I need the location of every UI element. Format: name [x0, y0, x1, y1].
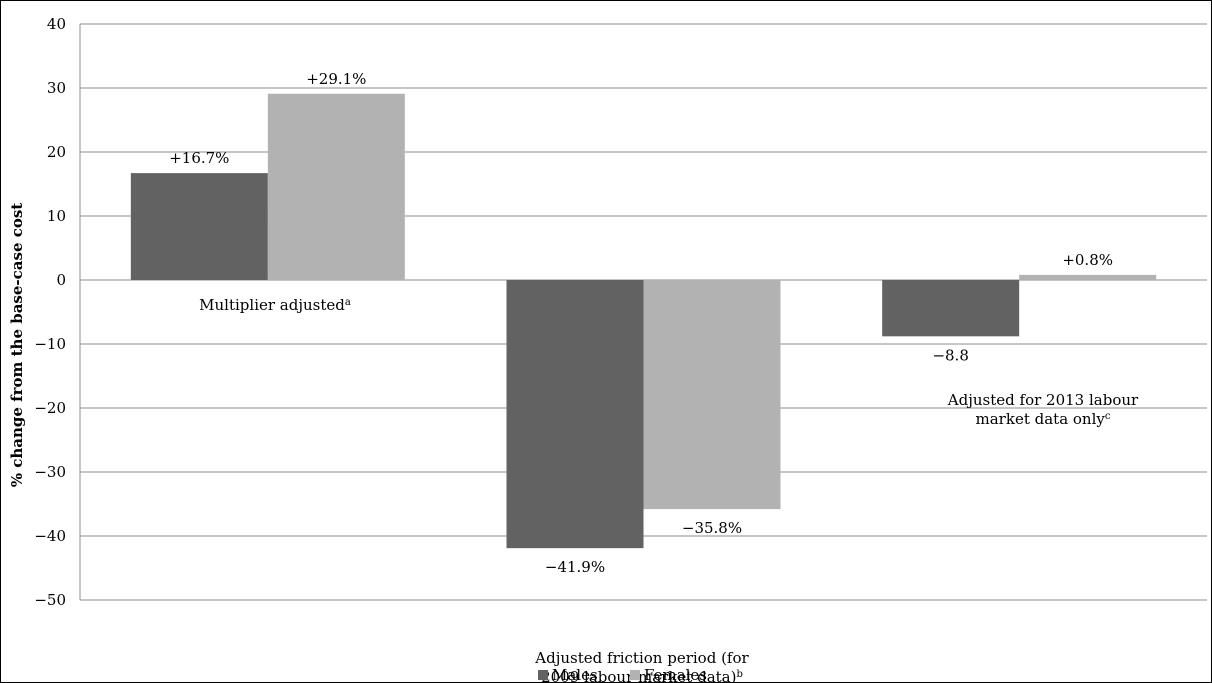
legend-swatch-males — [538, 670, 548, 680]
data-label: +29.1% — [306, 70, 366, 88]
y-tick-label: −50 — [34, 591, 66, 609]
legend: Males Females — [538, 666, 707, 683]
category-label-text: Multiplier adjusted — [199, 296, 345, 314]
category-label-text: Adjusted for 2013 labour — [947, 391, 1139, 409]
y-axis-label: % change from the base-case cost — [8, 203, 26, 488]
y-tick-label: −10 — [34, 335, 66, 353]
category-label: Adjusted for 2013 labour — [947, 391, 1139, 409]
category-footnote-marker: a — [345, 297, 351, 308]
legend-label-females: Females — [644, 666, 707, 683]
category-label: Adjusted friction period (for — [534, 649, 749, 667]
category-label-text: Adjusted friction period (for — [534, 649, 749, 667]
data-label: +0.8% — [1062, 251, 1113, 269]
category-footnote-marker: b — [736, 669, 742, 680]
y-tick-label: 0 — [56, 271, 66, 289]
legend-label-males: Males — [552, 666, 598, 683]
bar-males-2 — [882, 280, 1020, 337]
category-label: Multiplier adjusteda — [199, 296, 351, 314]
category-footnote-marker: c — [1105, 411, 1111, 422]
data-label: −35.8% — [682, 519, 742, 537]
data-label: +16.7% — [169, 149, 229, 167]
y-tick-label: −20 — [34, 399, 66, 417]
bars — [130, 93, 1157, 549]
y-tick-label: −30 — [34, 463, 66, 481]
y-tick-label: 30 — [47, 79, 66, 97]
bar-females-2 — [1019, 274, 1157, 280]
y-tick-label: −40 — [34, 527, 66, 545]
data-label: −41.9% — [545, 558, 605, 576]
data-labels: +16.7% −41.9% −8.8 +29.1% −35.8% +0.8% — [169, 70, 1113, 576]
y-tick-label: 10 — [47, 207, 66, 225]
category-label-text: market data only — [976, 410, 1106, 428]
data-label: −8.8 — [932, 346, 968, 364]
y-tick-label: 40 — [47, 15, 66, 33]
bar-males-1 — [506, 280, 644, 549]
y-tick-label: 20 — [47, 143, 66, 161]
y-axis-ticks: 40 30 20 10 0 −10 −20 −30 −40 −50 — [34, 15, 66, 609]
bar-females-0 — [267, 93, 405, 280]
bar-females-1 — [643, 280, 781, 510]
bar-males-0 — [130, 173, 268, 280]
legend-swatch-females — [630, 670, 640, 680]
category-label: market data onlyc — [976, 410, 1111, 428]
